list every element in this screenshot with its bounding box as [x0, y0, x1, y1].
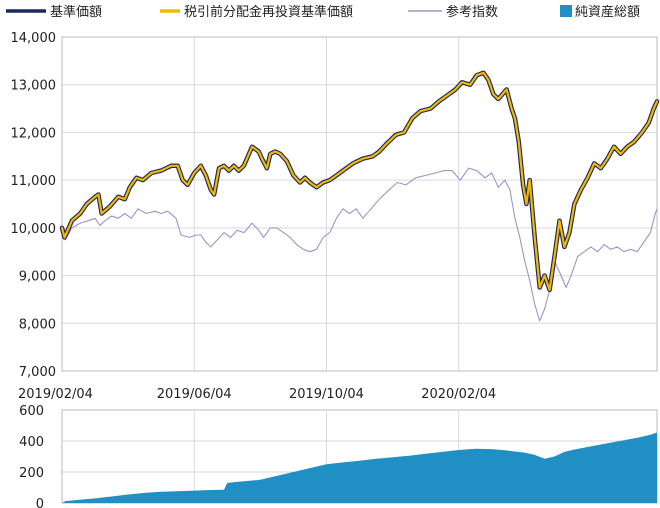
legend-label-4: 純資産総額: [575, 4, 640, 20]
y-tick-label: 12,000: [11, 126, 57, 141]
x-tick-label: 2020/02/04: [421, 387, 496, 402]
legend-label-2: 税引前分配金再投資基準価額: [184, 4, 353, 20]
legend-swatch-4: [560, 5, 572, 17]
main-plot-frame: [61, 36, 658, 372]
legend-label-1: 基準価額: [50, 4, 102, 20]
series-line-benchmark: [61, 167, 658, 322]
x-tick-label: 2019/06/04: [157, 387, 232, 402]
net-assets-area: [62, 432, 657, 503]
y-tick-label: 9,000: [19, 270, 56, 285]
x-tick-label: 2019/02/04: [18, 387, 93, 402]
y-tick-label: 13,000: [11, 79, 57, 94]
sub-y-tick-label: 600: [19, 404, 44, 419]
y-tick-label: 10,000: [11, 222, 57, 237]
legend-label-3: 参考指数: [446, 4, 498, 20]
y-tick-label: 8,000: [19, 317, 56, 332]
sub-y-tick-label: 0: [36, 497, 44, 508]
y-tick-label: 11,000: [11, 174, 57, 189]
sub-y-tick-label: 400: [19, 435, 44, 450]
y-tick-label: 7,000: [19, 365, 56, 380]
series-line-reinvested-nav: [60, 71, 659, 291]
y-tick-label: 14,000: [11, 31, 57, 46]
sub-y-tick-label: 200: [19, 466, 44, 481]
x-tick-label: 2019/10/04: [289, 387, 364, 402]
